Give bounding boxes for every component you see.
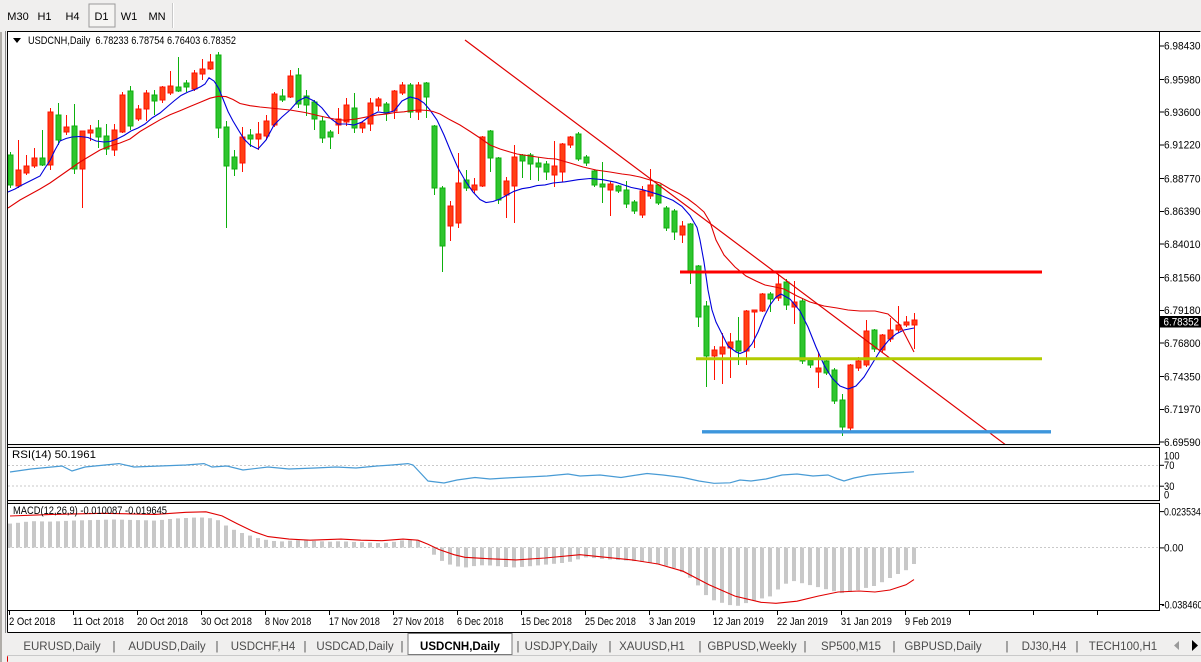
- svg-text:MACD(12,26,9) -0.010087 -0.019: MACD(12,26,9) -0.010087 -0.019645: [13, 505, 167, 517]
- svg-text:6.91220: 6.91220: [1164, 140, 1201, 152]
- svg-text:6.76800: 6.76800: [1164, 338, 1201, 350]
- svg-text:TECH100,H1: TECH100,H1: [1089, 641, 1157, 653]
- svg-text:0.023534: 0.023534: [1164, 506, 1201, 518]
- svg-text:M30: M30: [7, 11, 28, 23]
- svg-text:6.74350: 6.74350: [1164, 372, 1201, 384]
- svg-text:6.93600: 6.93600: [1164, 107, 1201, 119]
- svg-text:6.79180: 6.79180: [1164, 305, 1201, 317]
- svg-text:27 Nov 2018: 27 Nov 2018: [393, 616, 444, 628]
- svg-text:|: |: [699, 641, 702, 653]
- svg-text:30 Oct 2018: 30 Oct 2018: [201, 616, 252, 628]
- svg-text:8 Nov 2018: 8 Nov 2018: [265, 616, 311, 628]
- svg-text:RSI(14) 50.1961: RSI(14) 50.1961: [12, 449, 96, 461]
- svg-text:USDCHF,H4: USDCHF,H4: [231, 641, 296, 653]
- svg-text:XAUUSD,H1: XAUUSD,H1: [619, 641, 685, 653]
- svg-text:|: |: [804, 641, 807, 653]
- svg-text:USDCNH,Daily 6.78233 6.78754: USDCNH,Daily 6.78233 6.78754 6.76403 6.7…: [28, 35, 236, 47]
- svg-text:6.84010: 6.84010: [1164, 239, 1201, 251]
- svg-text:H1: H1: [37, 11, 51, 23]
- svg-text:GBPUSD,Weekly: GBPUSD,Weekly: [707, 641, 797, 653]
- svg-text:EURUSD,Daily: EURUSD,Daily: [23, 641, 101, 653]
- svg-text:AUDUSD,Daily: AUDUSD,Daily: [128, 641, 206, 653]
- svg-text:|: |: [609, 641, 612, 653]
- svg-text:USDCAD,Daily: USDCAD,Daily: [316, 641, 394, 653]
- svg-text:GBPUSD,Daily: GBPUSD,Daily: [904, 641, 982, 653]
- svg-text:15 Dec 2018: 15 Dec 2018: [521, 616, 572, 628]
- svg-text:6.98430: 6.98430: [1164, 41, 1201, 53]
- svg-text:0: 0: [1164, 489, 1169, 501]
- svg-text:100: 100: [1164, 450, 1180, 462]
- svg-text:-0.038460: -0.038460: [1162, 599, 1201, 611]
- svg-text:25 Dec 2018: 25 Dec 2018: [585, 616, 636, 628]
- svg-text:MN: MN: [148, 11, 165, 23]
- svg-text:D1: D1: [94, 11, 108, 23]
- svg-text:0.00: 0.00: [1164, 543, 1183, 555]
- svg-text:6 Dec 2018: 6 Dec 2018: [457, 616, 503, 628]
- svg-text:31 Jan 2019: 31 Jan 2019: [841, 616, 892, 628]
- svg-text:SP500,M15: SP500,M15: [821, 641, 881, 653]
- svg-text:30: 30: [1164, 481, 1174, 493]
- svg-text:17 Nov 2018: 17 Nov 2018: [329, 616, 380, 628]
- svg-text:6.71970: 6.71970: [1164, 404, 1201, 416]
- svg-text:|: |: [304, 641, 307, 653]
- svg-text:|: |: [1076, 641, 1079, 653]
- svg-text:|: |: [216, 641, 219, 653]
- svg-text:11 Oct 2018: 11 Oct 2018: [73, 616, 124, 628]
- svg-text:6.95980: 6.95980: [1164, 74, 1201, 86]
- svg-text:H4: H4: [65, 11, 79, 23]
- svg-text:|: |: [1006, 641, 1009, 653]
- svg-text:22 Jan 2019: 22 Jan 2019: [777, 616, 828, 628]
- svg-text:6.86390: 6.86390: [1164, 206, 1201, 218]
- svg-text:12 Jan 2019: 12 Jan 2019: [713, 616, 764, 628]
- svg-text:|: |: [113, 641, 116, 653]
- svg-text:6.78352: 6.78352: [1164, 317, 1200, 329]
- svg-text:3 Jan 2019: 3 Jan 2019: [649, 616, 695, 628]
- svg-text:2 Oct 2018: 2 Oct 2018: [9, 616, 55, 628]
- svg-text:USDJPY,Daily: USDJPY,Daily: [525, 641, 598, 653]
- svg-text:W1: W1: [121, 11, 138, 23]
- svg-text:USDCNH,Daily: USDCNH,Daily: [420, 641, 500, 653]
- svg-text:6.81560: 6.81560: [1164, 272, 1201, 284]
- svg-text:|: |: [401, 641, 404, 653]
- svg-text:20 Oct 2018: 20 Oct 2018: [137, 616, 188, 628]
- svg-text:6.88770: 6.88770: [1164, 173, 1201, 185]
- svg-text:|: |: [517, 641, 520, 653]
- svg-text:70: 70: [1164, 460, 1174, 472]
- svg-text:9 Feb 2019: 9 Feb 2019: [905, 616, 951, 628]
- svg-text:|: |: [893, 641, 896, 653]
- svg-text:DJ30,H4: DJ30,H4: [1022, 641, 1067, 653]
- svg-text:6.69590: 6.69590: [1164, 437, 1201, 449]
